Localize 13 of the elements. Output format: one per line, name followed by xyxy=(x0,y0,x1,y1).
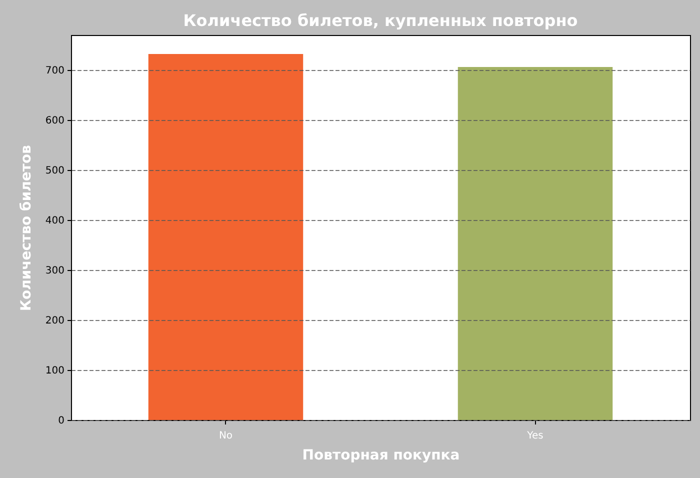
x-tick-label: Yes xyxy=(526,430,544,442)
y-tick-label: 100 xyxy=(45,366,64,376)
chart-title: Количество билетов, купленных повторно xyxy=(183,11,578,30)
y-tick-label: 700 xyxy=(45,66,64,76)
x-tick-label: No xyxy=(218,430,233,442)
x-axis-title: Повторная покупка xyxy=(302,448,460,464)
y-tick-label: 300 xyxy=(45,266,64,276)
y-tick-label: 0 xyxy=(58,416,64,426)
y-tick-label: 200 xyxy=(45,316,64,326)
y-tick-label: 500 xyxy=(45,166,64,176)
y-tick-label: 400 xyxy=(45,216,64,226)
y-tick-label: 600 xyxy=(45,116,64,126)
y-axis-title: Количество билетов xyxy=(18,144,34,311)
